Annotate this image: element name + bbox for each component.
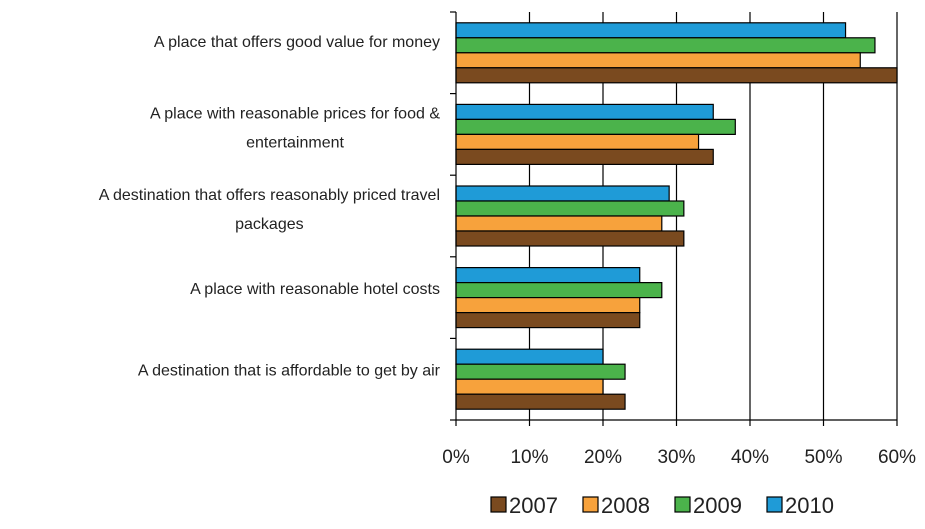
category-label-line: A destination that is affordable to get … bbox=[138, 362, 441, 379]
bar-2007-cat-5 bbox=[455, 393, 626, 410]
x-tick-label-0: 0% bbox=[442, 447, 470, 468]
category-label-line: packages bbox=[235, 216, 304, 233]
category-label-3: A destination that offers reasonably pri… bbox=[99, 187, 440, 233]
bar-2008-cat-4 bbox=[455, 297, 641, 314]
bar-2008-cat-2 bbox=[455, 133, 700, 150]
x-tick-label-60: 60% bbox=[878, 447, 916, 468]
bar-2010-cat-5 bbox=[455, 348, 604, 365]
x-tick-label-40: 40% bbox=[731, 447, 769, 468]
category-label-line: A place with reasonable prices for food … bbox=[150, 106, 440, 123]
bar-2010-cat-1 bbox=[455, 22, 847, 39]
x-tick-label-20: 20% bbox=[584, 447, 622, 468]
bar-2008-cat-5 bbox=[455, 378, 604, 395]
bar-2009-cat-1 bbox=[455, 37, 876, 54]
bar-2010-cat-2 bbox=[455, 103, 714, 121]
bar-2008-cat-1 bbox=[455, 52, 861, 69]
legend-label-2008: 2008 bbox=[601, 493, 650, 518]
legend-label-2010: 2010 bbox=[785, 493, 834, 518]
legend-swatch-2010 bbox=[766, 496, 783, 513]
legend-swatch-2007 bbox=[490, 496, 507, 513]
x-tick-label-50: 50% bbox=[804, 447, 842, 468]
category-label-1: A place that offers good value for money bbox=[154, 34, 440, 51]
bar-2009-cat-4 bbox=[455, 282, 663, 299]
bar-2010-cat-3 bbox=[455, 185, 670, 202]
category-label-line: A destination that offers reasonably pri… bbox=[99, 187, 440, 204]
x-tick-label-10: 10% bbox=[510, 447, 548, 468]
bar-2008-cat-3 bbox=[455, 215, 663, 232]
category-label-line: entertainment bbox=[246, 135, 344, 152]
bar-2009-cat-2 bbox=[455, 118, 736, 136]
bar-2010-cat-4 bbox=[455, 267, 641, 284]
x-tick-label-30: 30% bbox=[657, 447, 695, 468]
bar-2007-cat-1 bbox=[455, 67, 898, 84]
bar-2009-cat-5 bbox=[455, 363, 626, 380]
category-label-4: A place with reasonable hotel costs bbox=[190, 281, 440, 298]
category-label-5: A destination that is affordable to get … bbox=[138, 362, 441, 379]
category-label-line: A place that offers good value for money bbox=[154, 34, 440, 51]
category-label-2: A place with reasonable prices for food … bbox=[150, 106, 440, 152]
category-label-line: A place with reasonable hotel costs bbox=[190, 281, 440, 298]
legend-label-2007: 2007 bbox=[509, 493, 558, 518]
bar-2007-cat-2 bbox=[455, 148, 714, 165]
bar-2009-cat-3 bbox=[455, 200, 685, 217]
bar-2007-cat-3 bbox=[455, 230, 685, 247]
legend-label-2009: 2009 bbox=[693, 493, 742, 518]
legend-swatch-2009 bbox=[674, 496, 691, 513]
legend-swatch-2008 bbox=[582, 496, 599, 513]
bar-2007-cat-4 bbox=[455, 312, 641, 329]
